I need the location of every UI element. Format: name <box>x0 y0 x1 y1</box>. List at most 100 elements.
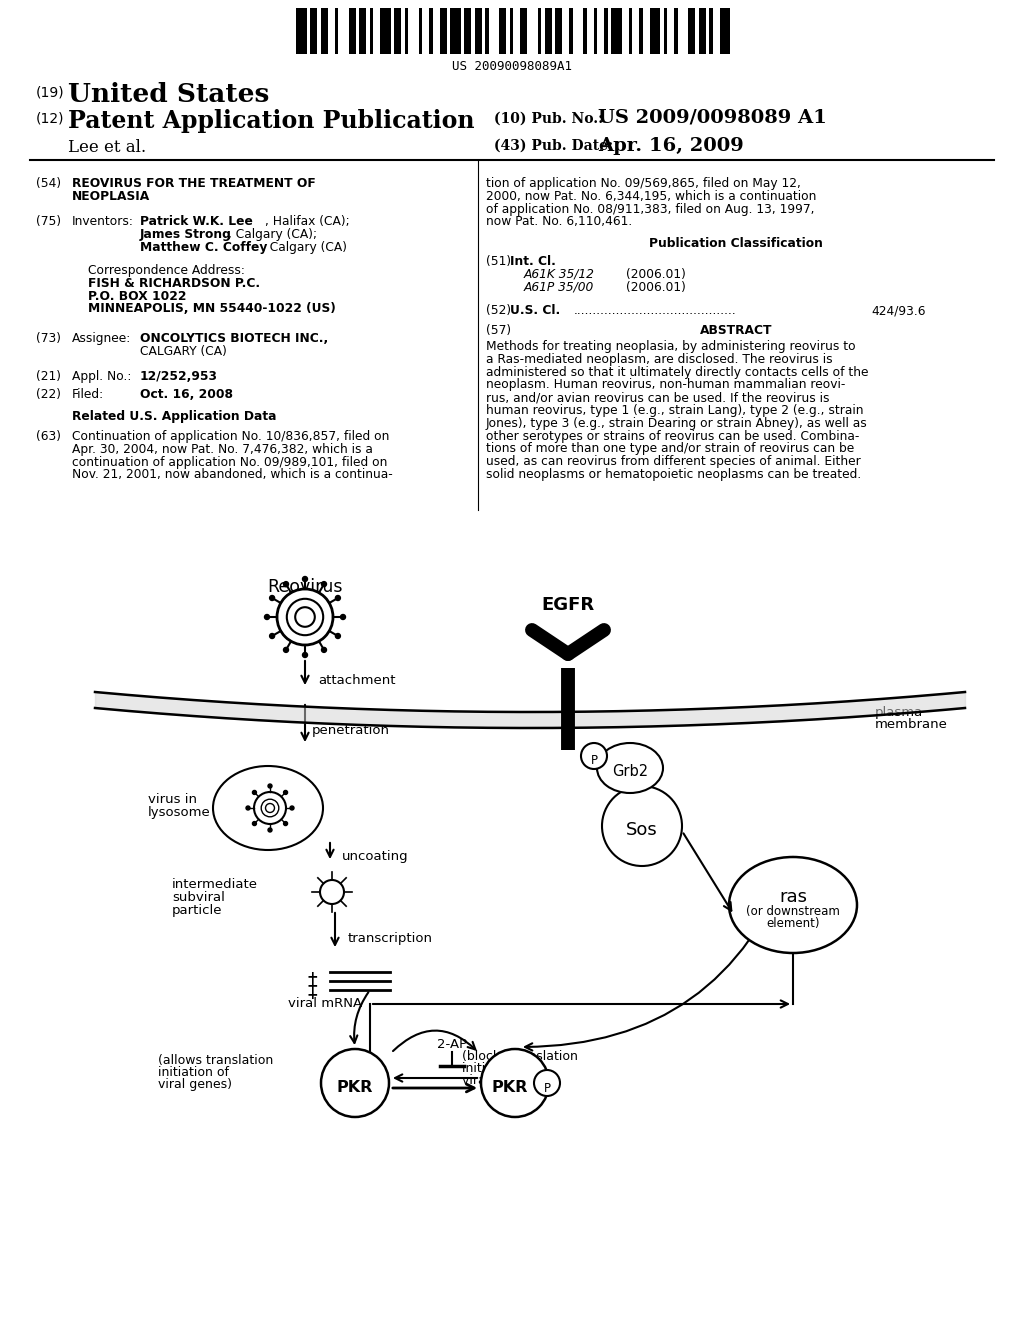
Text: initiation of: initiation of <box>462 1063 534 1074</box>
Text: transcription: transcription <box>348 932 433 945</box>
Text: Related U.S. Application Data: Related U.S. Application Data <box>72 411 276 422</box>
Text: Apr. 16, 2009: Apr. 16, 2009 <box>598 137 743 154</box>
Bar <box>474 8 481 54</box>
Text: Appl. No.:: Appl. No.: <box>72 370 131 383</box>
Circle shape <box>302 652 307 657</box>
Text: +: + <box>306 987 317 1002</box>
Circle shape <box>321 1049 389 1117</box>
Text: of application No. 08/911,383, filed on Aug. 13, 1997,: of application No. 08/911,383, filed on … <box>486 202 814 215</box>
Text: U.S. Cl.: U.S. Cl. <box>510 304 560 317</box>
Text: continuation of application No. 09/989,101, filed on: continuation of application No. 09/989,1… <box>72 455 387 469</box>
Text: Matthew C. Coffey: Matthew C. Coffey <box>140 240 267 253</box>
Bar <box>545 8 552 54</box>
Bar <box>639 8 642 54</box>
Text: intermediate: intermediate <box>172 878 258 891</box>
Text: Continuation of application No. 10/836,857, filed on: Continuation of application No. 10/836,8… <box>72 430 389 444</box>
Text: Inventors:: Inventors: <box>72 215 134 228</box>
Text: viral genes): viral genes) <box>462 1074 536 1086</box>
Bar <box>296 8 306 54</box>
Bar <box>370 8 373 54</box>
Text: REOVIRUS FOR THE TREATMENT OF: REOVIRUS FOR THE TREATMENT OF <box>72 177 315 190</box>
Bar <box>510 8 513 54</box>
Text: 2000, now Pat. No. 6,344,195, which is a continuation: 2000, now Pat. No. 6,344,195, which is a… <box>486 190 816 203</box>
Ellipse shape <box>729 857 857 953</box>
Circle shape <box>253 791 256 795</box>
Circle shape <box>581 743 607 770</box>
Circle shape <box>265 804 274 813</box>
Text: used, as can reovirus from different species of animal. Either: used, as can reovirus from different spe… <box>486 455 861 469</box>
Circle shape <box>336 595 340 601</box>
Text: lysosome: lysosome <box>148 807 211 818</box>
Text: rus, and/or avian reovirus can be used. If the reovirus is: rus, and/or avian reovirus can be used. … <box>486 391 829 404</box>
Text: PKR: PKR <box>337 1080 373 1094</box>
Circle shape <box>261 799 279 817</box>
Circle shape <box>481 1049 549 1117</box>
Text: Apr. 30, 2004, now Pat. No. 7,476,382, which is a: Apr. 30, 2004, now Pat. No. 7,476,382, w… <box>72 442 373 455</box>
Bar <box>611 8 622 54</box>
Bar <box>394 8 401 54</box>
Text: tion of application No. 09/569,865, filed on May 12,: tion of application No. 09/569,865, file… <box>486 177 801 190</box>
Text: , Calgary (CA): , Calgary (CA) <box>262 240 347 253</box>
Circle shape <box>284 582 289 586</box>
Circle shape <box>254 792 286 824</box>
Circle shape <box>290 807 294 810</box>
Text: virus in: virus in <box>148 793 197 807</box>
Text: (blocks translation: (blocks translation <box>462 1049 578 1063</box>
Bar <box>429 8 432 54</box>
Circle shape <box>268 784 272 788</box>
Text: (52): (52) <box>486 304 511 317</box>
Circle shape <box>284 791 288 795</box>
Text: MINNEAPOLIS, MN 55440-1022 (US): MINNEAPOLIS, MN 55440-1022 (US) <box>88 302 336 315</box>
Circle shape <box>264 615 269 619</box>
Text: (73): (73) <box>36 333 61 345</box>
Text: (54): (54) <box>36 177 61 190</box>
Text: (or downstream: (or downstream <box>746 904 840 917</box>
Circle shape <box>253 821 256 825</box>
Text: solid neoplasms or hematopoietic neoplasms can be treated.: solid neoplasms or hematopoietic neoplas… <box>486 469 861 480</box>
Text: (10) Pub. No.:: (10) Pub. No.: <box>494 112 603 125</box>
Bar <box>485 8 488 54</box>
Circle shape <box>269 595 274 601</box>
Ellipse shape <box>597 743 663 793</box>
Bar <box>649 8 660 54</box>
Text: A61K 35/12: A61K 35/12 <box>524 268 595 281</box>
Text: element): element) <box>766 916 820 929</box>
Circle shape <box>322 647 327 652</box>
Text: (2006.01): (2006.01) <box>626 281 686 293</box>
Bar <box>555 8 562 54</box>
Bar <box>583 8 587 54</box>
Circle shape <box>534 1071 560 1096</box>
Bar <box>359 8 366 54</box>
Bar <box>629 8 632 54</box>
Text: viral mRNA: viral mRNA <box>288 997 362 1010</box>
Text: (51): (51) <box>486 255 511 268</box>
Text: particle: particle <box>172 904 222 917</box>
Text: US 20090098089A1: US 20090098089A1 <box>452 59 572 73</box>
Text: attachment: attachment <box>318 675 395 686</box>
Bar <box>538 8 541 54</box>
Bar <box>569 8 572 54</box>
Text: US 2009/0098089 A1: US 2009/0098089 A1 <box>598 110 826 127</box>
Text: membrane: membrane <box>874 718 948 731</box>
Text: (2006.01): (2006.01) <box>626 268 686 281</box>
Text: CALGARY (CA): CALGARY (CA) <box>140 345 227 358</box>
Text: penetration: penetration <box>312 723 390 737</box>
Circle shape <box>341 615 345 619</box>
Text: +: + <box>306 970 317 983</box>
Text: Oct. 16, 2008: Oct. 16, 2008 <box>140 388 233 401</box>
Bar <box>321 8 328 54</box>
Text: Publication Classification: Publication Classification <box>649 238 823 249</box>
Bar <box>720 8 730 54</box>
Text: (22): (22) <box>36 388 61 401</box>
Text: FISH & RICHARDSON P.C.: FISH & RICHARDSON P.C. <box>88 277 260 290</box>
Text: 2-AP: 2-AP <box>437 1038 467 1051</box>
Text: Patent Application Publication: Patent Application Publication <box>68 110 474 133</box>
Bar <box>499 8 506 54</box>
Bar <box>404 8 408 54</box>
Text: Lee et al.: Lee et al. <box>68 139 146 156</box>
Bar <box>709 8 713 54</box>
Text: Filed:: Filed: <box>72 388 104 401</box>
Bar <box>604 8 607 54</box>
Text: 12/252,953: 12/252,953 <box>140 370 218 383</box>
Text: P: P <box>591 755 597 767</box>
